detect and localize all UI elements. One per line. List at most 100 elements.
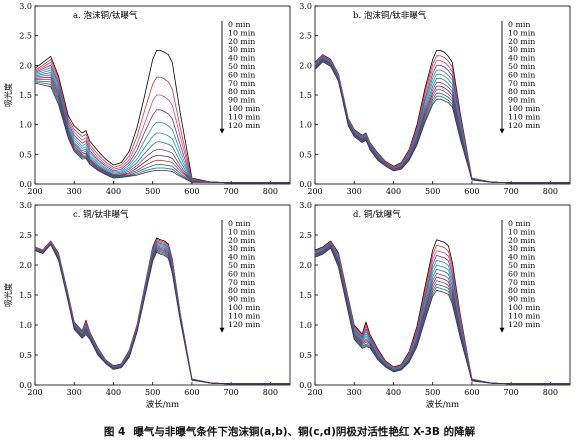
y-tick-label: 1.5	[299, 91, 312, 100]
y-tick-label: 0.5	[19, 351, 32, 360]
legend-entry: 50 min	[228, 261, 255, 270]
legend-entry: 50 min	[228, 62, 255, 71]
legend-entry: 40 min	[508, 54, 535, 63]
legend-entry: 0 min	[508, 20, 530, 29]
series-line	[34, 59, 290, 184]
x-tick-label: 200	[27, 187, 42, 196]
legend-entry: 100 min	[508, 303, 540, 312]
legend-entry: 70 min	[508, 278, 535, 287]
series-line	[34, 76, 290, 184]
legend-entry: 120 min	[508, 320, 540, 329]
x-tick-label: 400	[106, 187, 121, 196]
legend-arrow-head	[219, 128, 225, 134]
panel-title: b. 泡沫铜/钛非曝气	[353, 10, 427, 21]
y-tick-label: 0.5	[299, 351, 312, 360]
legend-entry: 90 min	[508, 295, 535, 304]
legend-entry: 10 min	[228, 227, 255, 236]
legend-arrow-head	[219, 327, 225, 333]
legend-entry: 0 min	[228, 219, 250, 228]
y-axis-label: 吸光度	[3, 283, 13, 307]
x-tick-label: 200	[27, 388, 42, 397]
x-tick-label: 300	[347, 388, 362, 397]
legend-entry: 20 min	[508, 37, 535, 46]
legend-entry: 110 min	[508, 112, 540, 121]
panel-title: d. 铜/钛曝气	[353, 209, 401, 220]
series-line	[34, 64, 290, 184]
series-line	[34, 244, 290, 385]
y-tick-label: 2.5	[19, 231, 32, 240]
x-tick-label: 400	[386, 187, 401, 196]
legend-entry: 20 min	[228, 236, 255, 245]
series-line	[34, 82, 290, 184]
x-tick-label: 600	[184, 187, 199, 196]
caption-number: 图 4	[103, 426, 126, 438]
x-tick-label: 700	[504, 187, 519, 196]
y-tick-label: 0.0	[299, 381, 312, 390]
y-tick-label: 2.5	[299, 231, 312, 240]
series-line	[314, 247, 570, 385]
legend-entry: 80 min	[508, 87, 535, 96]
legend-entry: 10 min	[228, 28, 255, 37]
series-line	[34, 67, 290, 184]
legend-entry: 90 min	[228, 96, 255, 105]
legend-entry: 60 min	[228, 70, 255, 79]
x-tick-label: 500	[425, 187, 440, 196]
y-tick-label: 1.0	[19, 321, 32, 330]
y-tick-label: 1.0	[299, 121, 312, 130]
series-line	[314, 61, 570, 184]
y-tick-label: 3.0	[299, 201, 312, 210]
legend-entry: 120 min	[508, 121, 540, 130]
x-tick-label: 200	[307, 187, 322, 196]
legend-entry: 90 min	[508, 96, 535, 105]
legend-entry: 120 min	[228, 121, 260, 130]
legend-entry: 0 min	[228, 20, 250, 29]
series-line	[35, 79, 290, 184]
y-tick-label: 2.5	[19, 32, 32, 41]
legend-entry: 10 min	[508, 28, 535, 37]
legend-entry: 70 min	[508, 79, 535, 88]
legend-entry: 80 min	[228, 87, 255, 96]
y-tick-label: 0.5	[19, 150, 32, 159]
caption-text: 曝气与非曝气条件下泡沫铜(a,b)、铜(c,d)阴极对活性艳红 X-3B 的降解	[133, 426, 476, 438]
x-tick-label: 600	[464, 187, 479, 196]
x-tick-label: 600	[184, 388, 199, 397]
chart-panel-2: 200 300 400 500 600 700 800 0.0 0.5 1.0 1.5 2.0 2.5 3…	[299, 2, 571, 196]
x-axis-label: 波长/nm	[146, 399, 179, 410]
figure-caption: 图 4 曝气与非曝气条件下泡沫铜(a,b)、铜(c,d)阴极对活性艳红 X-3B …	[0, 424, 579, 439]
legend-entry: 30 min	[508, 244, 535, 253]
legend-entry: 60 min	[228, 269, 255, 278]
legend-entry: 60 min	[508, 269, 535, 278]
y-tick-label: 1.0	[299, 321, 312, 330]
legend-entry: 40 min	[228, 253, 255, 262]
legend-entry: 70 min	[228, 79, 255, 88]
series-line	[34, 62, 290, 184]
y-tick-label: 3.0	[299, 2, 312, 11]
x-tick-label: 800	[543, 187, 558, 196]
legend-entry: 60 min	[508, 70, 535, 79]
legend-entry: 30 min	[228, 244, 255, 253]
x-tick-label: 700	[224, 388, 239, 397]
y-tick-label: 2.0	[299, 261, 312, 270]
legend-entry: 110 min	[228, 311, 260, 320]
legend-arrow-head	[499, 327, 505, 333]
legend-entry: 80 min	[228, 286, 255, 295]
y-tick-label: 3.0	[19, 201, 32, 210]
series-line	[34, 80, 290, 184]
x-tick-label: 600	[464, 388, 479, 397]
y-tick-label: 1.0	[19, 121, 32, 130]
y-tick-label: 1.5	[19, 91, 32, 100]
legend-entry: 70 min	[228, 278, 255, 287]
y-tick-label: 2.0	[299, 61, 312, 70]
legend-entry: 30 min	[508, 45, 535, 54]
legend-entry: 90 min	[228, 295, 255, 304]
chart-panel-3: 200 300 400 500 600 700 800 0.0 0.5 1.0 1.5 2.0 2.5 3…	[3, 201, 291, 397]
chart-panel-1: 200 300 400 500 600 700 800 0.0 0.5 1.0 1.5 2.0 2.5 3…	[3, 2, 291, 196]
panel-title: c. 铜/钛非曝气	[73, 209, 129, 220]
x-tick-label: 800	[263, 187, 278, 196]
legend-entry: 100 min	[508, 104, 540, 113]
legend-entry: 50 min	[508, 261, 535, 270]
y-tick-label: 2.0	[19, 61, 32, 70]
x-tick-label: 300	[67, 388, 82, 397]
y-tick-label: 0.0	[19, 180, 32, 189]
series-line	[34, 50, 290, 184]
